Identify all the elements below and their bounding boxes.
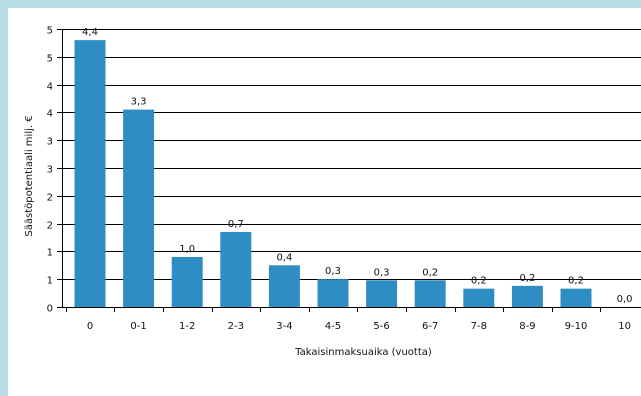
bar (220, 231, 252, 307)
y-tick-label: 2 (47, 221, 53, 232)
bar (463, 288, 495, 307)
data-label: 0,2 (568, 276, 584, 287)
x-tick-label: 4-5 (325, 321, 341, 332)
data-label: 0,7 (228, 219, 244, 230)
y-tick-label: 5 (47, 54, 53, 65)
bar (123, 109, 155, 308)
y-axis-label: Säästöpotentiaali milj. € (24, 115, 35, 236)
bar-chart: 0 1 1 2 2 3 3 4 4 5 5 4,4 3,3 1,0 0,7 0,4 0,3 0,3 0,2 0,2 0… (24, 26, 641, 358)
data-labels: 4,4 3,3 1,0 0,7 0,4 0,3 0,3 0,2 0,2 0,2 0,2 0,0 (82, 27, 633, 305)
data-label: 0,3 (325, 266, 341, 277)
bar (366, 280, 398, 307)
x-tick-label: 6-7 (422, 321, 438, 332)
x-tick-label: 3-4 (276, 321, 292, 332)
data-label: 4,4 (82, 27, 98, 38)
y-tick-label: 5 (47, 26, 53, 37)
bar (414, 280, 446, 307)
x-axis: 0 0-1 1-2 2-3 3-4 4-5 5-6 6-7 7-8 8-9 9-10 10 (62, 307, 641, 332)
x-tick-label: 1-2 (179, 321, 195, 332)
data-label: 0,0 (617, 294, 633, 305)
x-tick-label: 2-3 (228, 321, 244, 332)
y-tick-label: 1 (47, 248, 53, 259)
x-axis-label: Takaisinmaksuaika (vuotta) (294, 347, 432, 358)
data-label: 0,4 (276, 252, 292, 263)
bar (268, 265, 300, 307)
y-tick-label: 2 (47, 193, 53, 204)
y-tick-label: 1 (47, 276, 53, 287)
bar (171, 256, 203, 307)
y-tick-label: 0 (47, 304, 53, 315)
y-tick-label: 4 (47, 109, 53, 120)
bar (511, 285, 543, 307)
data-label: 1,0 (179, 244, 195, 255)
bar (74, 40, 106, 308)
x-tick-label: 8-9 (519, 321, 535, 332)
data-label: 3,3 (131, 97, 147, 108)
x-tick-label: 0-1 (130, 321, 146, 332)
gridlines (62, 29, 641, 280)
data-label: 0,2 (471, 276, 487, 287)
x-tick-label: 5-6 (373, 321, 389, 332)
data-label: 0,2 (519, 273, 535, 284)
data-label: 0,3 (374, 267, 390, 278)
bar (317, 279, 349, 307)
x-tick-label: 9-10 (565, 321, 588, 332)
bars (74, 40, 592, 308)
bar (560, 288, 592, 307)
y-axis: 0 1 1 2 2 3 3 4 4 5 5 (47, 26, 63, 315)
chart-frame: 0 1 1 2 2 3 3 4 4 5 5 4,4 3,3 1,0 0,7 0,4 0,3 0,3 0,2 0,2 0… (8, 8, 641, 396)
x-tick-label: 10 (618, 321, 631, 332)
x-tick-label: 7-8 (471, 321, 487, 332)
y-tick-label: 3 (47, 165, 53, 176)
data-label: 0,2 (422, 267, 438, 278)
x-tick-label: 0 (87, 321, 93, 332)
y-tick-label: 3 (47, 137, 53, 148)
y-tick-label: 4 (47, 82, 53, 93)
